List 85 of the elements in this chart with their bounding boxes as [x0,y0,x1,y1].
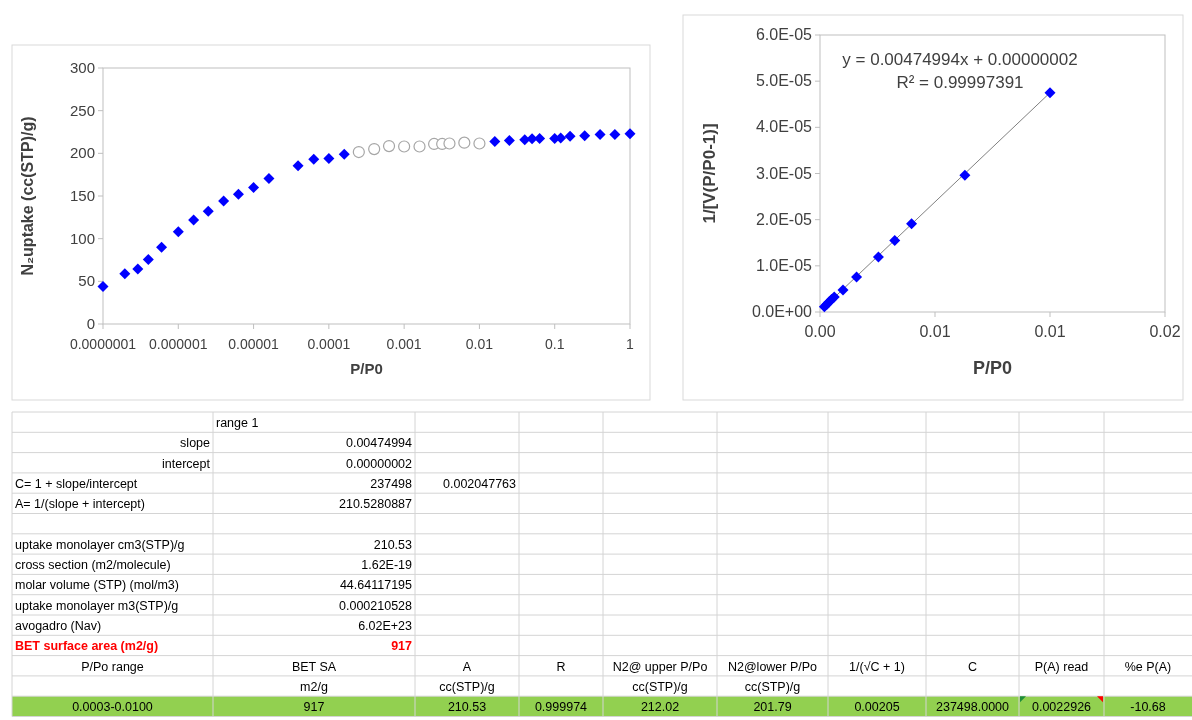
text: A= 1/(slope + intercept) [15,497,145,512]
text: intercept [162,456,211,471]
text: %e P(A) [1124,659,1172,674]
point [1044,87,1056,99]
point [851,271,863,283]
y-tick-label: 200 [69,144,95,162]
text: molar volume (STP) (mol/m3) [15,578,179,593]
text: 201.79 [753,700,792,715]
point [959,169,971,181]
text: 210.53 [373,537,413,552]
text: 212.02 [640,700,680,715]
x-tick-label: 0.001 [386,336,422,352]
x-tick-label: 1 [626,336,635,352]
text: C= 1 + slope/intercept [15,476,138,491]
text: A [462,659,472,674]
text: 0.0003-0.0100 [72,700,153,715]
text: cc(STP)/g [744,679,801,694]
text: 0.002047763 [443,476,517,491]
y-tick-label: 5.0E-05 [755,72,813,90]
text: 237498.0000 [936,700,1010,715]
text: 0.00205 [854,700,900,715]
y-tick-label: 50 [78,272,95,290]
text: 917 [303,700,325,715]
text: 6.02E+23 [358,619,413,633]
text: uptake monolayer cm3(STP)/g [15,537,185,552]
x-tick-label: 0.0001 [307,336,351,352]
y-tick-label: 150 [69,187,95,204]
text: 237498 [370,476,413,491]
text: 44.64117195 [339,578,413,593]
text: avogadro (Nav) [15,619,102,633]
text: -10.68 [1130,700,1166,715]
text: 210.5280887 [339,497,413,512]
annotation: R² = 0.99997391 [896,73,1024,92]
x-tick-label: 0.00 [804,323,836,340]
text: 0.000210528 [339,598,413,613]
x-tick-label: 0.0000001 [69,336,137,352]
text: N2@ upper P/Po [612,659,708,674]
x-tick-label: 0.01 [919,323,951,340]
text: 0.0022926 [1031,700,1092,715]
text: cc(STP)/g [439,679,495,694]
y-tick-label: 1.0E-05 [755,256,813,274]
x-tick-label: 0.02 [1149,323,1181,340]
y-axis-title: 1/[V(P/P0-1)] [700,123,719,224]
text: m2/g [300,679,328,694]
y-tick-label: 250 [69,101,95,119]
text: C [967,659,978,674]
text: 0.999974 [534,700,588,715]
text: slope [180,436,211,451]
text: uptake monolayer m3(STP)/g [15,598,179,613]
x-axis-title: P/P0 [350,360,383,377]
text: P/Po range [81,659,144,674]
y-tick-label: 6.0E-05 [755,26,813,43]
text: BET SA [291,659,337,674]
y-tick-label: 2.0E-05 [755,210,813,228]
y-tick-label: 3.0E-05 [755,164,813,182]
text: P(A) read [1034,659,1089,674]
x-tick-label: 0.1 [544,336,565,352]
text: cross section (m2/molecule) [15,558,171,573]
x-tick-label: 0.000001 [149,336,208,352]
text: cc(STP)/g [632,679,688,694]
annotation: y = 0.00474994x + 0.00000002 [842,50,1078,69]
text: BET surface area (m2/g) [15,639,159,654]
text: 917 [391,639,413,654]
text: range 1 [216,416,259,430]
text: 1/(√C + 1) [849,659,905,674]
text: 0.00474994 [345,436,413,451]
x-tick-label: 0.01 [465,336,494,352]
x-axis-title: P/P0 [972,358,1013,378]
point [906,218,918,230]
y-axis-title: N₂uptake (cc(STP)/g) [19,116,36,276]
x-tick-label: 0.01 [1034,323,1066,340]
y-tick-label: 0.0E+00 [751,303,813,320]
y-tick-label: 0 [86,315,95,332]
point [872,251,884,263]
y-tick-label: 4.0E-05 [755,118,813,136]
text: R [556,659,566,674]
y-tick-label: 300 [69,59,95,76]
point [889,234,901,246]
x-tick-label: 0.00001 [228,336,280,352]
text: 210.53 [447,700,487,715]
point [837,284,849,296]
text: 1.62E-19 [361,558,413,573]
y-tick-label: 100 [69,229,95,247]
text: N2@lower P/Po [727,659,818,674]
text: 0.00000002 [345,456,413,471]
